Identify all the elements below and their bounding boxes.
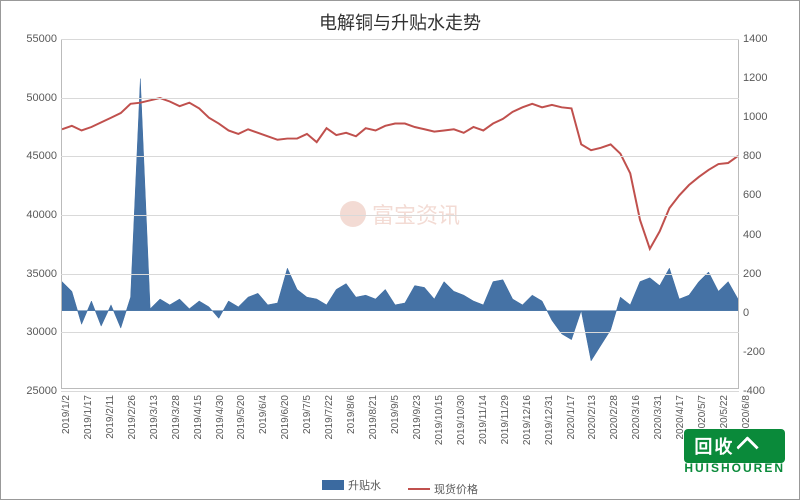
x-tick: 2020/2/28 [609, 395, 620, 440]
gridline [61, 332, 739, 333]
y-right-tick: 800 [743, 150, 799, 162]
x-tick: 2020/4/17 [675, 395, 686, 440]
legend: 升贴水 现货价格 [1, 477, 799, 497]
y-right-tick: 600 [743, 189, 799, 201]
x-tick: 2019/4/30 [215, 395, 226, 440]
plot-area: 富宝资讯 [61, 39, 739, 389]
x-tick: 2019/7/22 [324, 395, 335, 440]
x-tick: 2019/6/20 [280, 395, 291, 440]
x-tick: 2019/3/28 [171, 395, 182, 440]
x-tick: 2019/12/16 [522, 395, 533, 445]
y-left-tick: 35000 [1, 268, 57, 280]
x-tick: 2020/5/22 [719, 395, 730, 440]
gridline [61, 215, 739, 216]
legend-item-spot: 现货价格 [408, 481, 478, 497]
x-tick: 2019/11/14 [478, 395, 489, 444]
legend-item-premium: 升贴水 [322, 477, 381, 493]
x-tick: 2020/1/17 [566, 395, 577, 440]
x-tick: 2019/6/4 [258, 395, 269, 434]
x-tick: 2020/3/16 [631, 395, 642, 440]
x-tick: 2020/5/7 [697, 395, 708, 434]
gridline [61, 98, 739, 99]
x-tick: 2019/10/15 [434, 395, 445, 445]
x-tick: 2019/9/5 [390, 395, 401, 434]
chart-title: 电解铜与升贴水走势 [1, 9, 799, 35]
x-tick: 2019/1/17 [83, 395, 94, 440]
gridline [61, 274, 739, 275]
x-tick: 2019/12/31 [544, 395, 555, 445]
x-tick: 2019/2/26 [127, 395, 138, 440]
y-right-tick: -200 [743, 346, 799, 358]
legend-swatch-line [408, 488, 430, 490]
x-tick: 2019/8/6 [346, 395, 357, 434]
x-tick: 2020/2/13 [587, 395, 598, 440]
x-tick: 2020/6/8 [741, 395, 752, 434]
chart-container: 电解铜与升贴水走势 富宝资讯 25000 30000 35000 40000 45000… [0, 0, 800, 500]
y-right-tick: 1000 [743, 111, 799, 123]
watermark-corner-sub: HUISHOUREN [684, 461, 785, 475]
x-tick: 2020/3/31 [653, 395, 664, 440]
y-right-tick: 1400 [743, 33, 799, 45]
spot-line-series [62, 40, 738, 388]
y-left-tick: 40000 [1, 209, 57, 221]
x-tick: 2019/7/5 [302, 395, 313, 434]
y-left-tick: 50000 [1, 92, 57, 104]
gridline [61, 39, 739, 40]
legend-swatch-area [322, 480, 344, 490]
x-tick: 2019/2/11 [105, 395, 116, 439]
y-right-tick: 400 [743, 229, 799, 241]
x-tick: 2019/1/2 [61, 395, 72, 434]
legend-label-spot: 现货价格 [434, 481, 478, 497]
x-tick: 2019/8/21 [368, 395, 379, 440]
y-left-tick: 30000 [1, 326, 57, 338]
x-tick: 2019/9/23 [412, 395, 423, 440]
gridline [61, 156, 739, 157]
y-right-tick: 1200 [743, 72, 799, 84]
y-left-tick: 55000 [1, 33, 57, 45]
x-tick: 2019/11/29 [500, 395, 511, 444]
gridline [61, 391, 739, 392]
watermark-corner: 回收 HUISHOUREN [684, 429, 785, 475]
x-tick: 2019/10/30 [456, 395, 467, 445]
y-right-tick: 200 [743, 268, 799, 280]
y-left-tick: 45000 [1, 150, 57, 162]
x-tick: 2019/4/15 [193, 395, 204, 440]
y-right-tick: 0 [743, 307, 799, 319]
legend-label-premium: 升贴水 [348, 477, 381, 493]
y-left-tick: 25000 [1, 385, 57, 397]
x-tick: 2019/3/13 [149, 395, 160, 440]
x-tick: 2019/5/20 [236, 395, 247, 440]
